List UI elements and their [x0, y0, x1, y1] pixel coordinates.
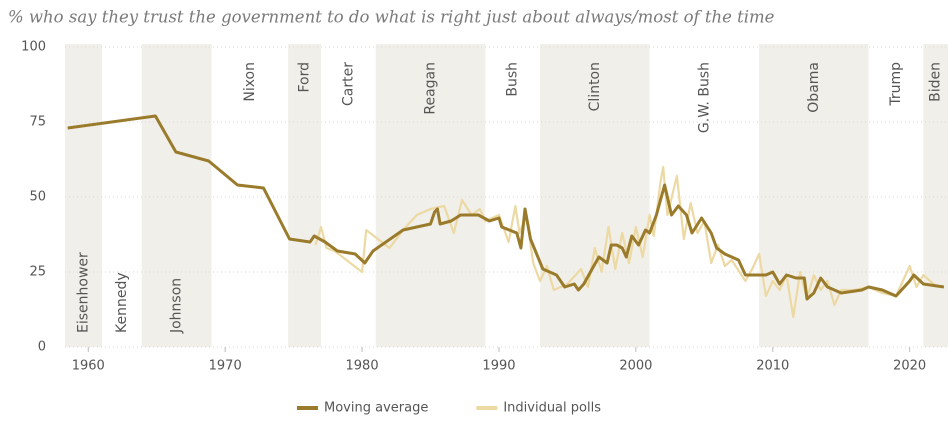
y-tick-label: 50 — [29, 190, 46, 205]
president-label: Trump — [888, 62, 904, 107]
series-line — [67, 114, 945, 301]
bands — [65, 44, 948, 347]
x-tick-label: 2010 — [756, 359, 789, 374]
term-band — [759, 44, 869, 347]
term-band — [923, 44, 948, 347]
y-tick-label: 75 — [29, 115, 46, 130]
legend-label: Moving average — [324, 401, 428, 416]
legend-label: Individual polls — [503, 401, 601, 416]
x-tick-label: 2020 — [893, 359, 926, 374]
x-tick-label: 1990 — [482, 359, 515, 374]
president-label: Ford — [297, 62, 313, 93]
series-line — [314, 165, 938, 319]
term-band — [375, 44, 486, 347]
president-label: Johnson — [169, 278, 185, 334]
president-label: Eisenhower — [75, 252, 91, 333]
x-tick-label: 1980 — [346, 359, 379, 374]
president-label: Biden — [928, 62, 944, 102]
term-band — [288, 44, 322, 347]
president-label: G.W. Bush — [696, 62, 712, 133]
x-tick-label: 1970 — [209, 359, 242, 374]
x-tick-label: 2000 — [619, 359, 652, 374]
x-tick-label: 1960 — [72, 359, 105, 374]
president-label: Nixon — [242, 62, 258, 102]
president-label: Bush — [505, 62, 521, 97]
term-band — [540, 44, 650, 347]
lines — [67, 114, 945, 319]
president-label: Clinton — [587, 62, 603, 111]
president-label: Kennedy — [114, 272, 130, 333]
chart-title: % who say they trust the government to d… — [8, 8, 775, 27]
y-tick-label: 0 — [38, 340, 46, 355]
y-tick-label: 25 — [29, 265, 46, 280]
term-band — [141, 44, 212, 347]
president-labels: Eisenhower Kennedy Johnson Nixon Ford Carter R… — [75, 62, 943, 334]
y-tick-label: 100 — [21, 40, 46, 55]
term-band — [65, 44, 102, 347]
president-label: Carter — [340, 62, 356, 106]
president-label: Reagan — [423, 62, 439, 115]
president-label: Obama — [806, 62, 822, 113]
